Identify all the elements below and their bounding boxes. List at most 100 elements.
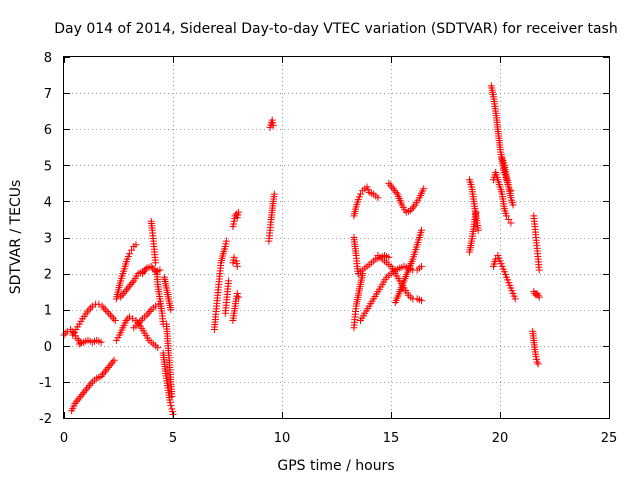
data-series-seg2	[69, 300, 119, 339]
data-point	[120, 289, 128, 297]
data-point	[147, 262, 155, 270]
y-axis-label: SDTVAR / TECUs	[8, 180, 24, 295]
data-point	[534, 360, 542, 368]
data-point	[388, 183, 396, 191]
data-point	[410, 203, 418, 211]
data-point	[124, 284, 132, 292]
data-point	[87, 304, 95, 312]
data-point	[167, 306, 175, 314]
data-point	[101, 367, 109, 375]
data-point	[408, 205, 416, 213]
data-series-seg37	[530, 212, 543, 274]
data-series-seg25	[350, 270, 367, 332]
data-point	[71, 400, 79, 408]
data-point	[146, 308, 154, 316]
y-tick-label: 6	[44, 123, 52, 138]
data-point	[106, 311, 114, 319]
data-point	[83, 385, 91, 393]
data-series-seg19	[229, 253, 241, 270]
data-point	[533, 358, 541, 366]
data-point	[88, 302, 96, 310]
data-point	[230, 253, 238, 261]
data-point	[101, 306, 109, 314]
data-point	[100, 304, 108, 312]
data-point	[133, 318, 141, 326]
data-point	[507, 219, 515, 227]
data-point	[234, 293, 242, 301]
data-point	[78, 391, 86, 399]
data-point	[511, 295, 519, 303]
data-point	[144, 309, 152, 317]
data-series-seg36	[489, 252, 519, 303]
data-point	[95, 300, 103, 308]
x-tick-label: 15	[383, 431, 400, 446]
data-point	[233, 262, 241, 270]
data-point	[87, 380, 95, 388]
data-point	[111, 317, 119, 325]
data-series-seg18	[229, 208, 242, 231]
y-tick-label: 5	[44, 159, 52, 174]
data-point	[85, 382, 93, 390]
data-point	[117, 293, 125, 301]
data-point	[122, 286, 130, 294]
data-point	[72, 398, 80, 406]
data-point	[85, 306, 93, 314]
data-point	[225, 277, 233, 285]
data-series-seg4	[68, 356, 118, 415]
data-point	[391, 187, 399, 195]
data-point	[132, 317, 140, 325]
data-point	[533, 289, 541, 297]
data-point	[356, 190, 364, 198]
data-series-seg24	[350, 234, 362, 278]
grid-layer	[64, 57, 609, 418]
data-series-seg3	[75, 336, 105, 348]
data-point	[505, 215, 513, 223]
data-series-seg38	[530, 288, 543, 301]
data-point	[105, 309, 113, 317]
y-tick-label: 3	[44, 232, 52, 247]
data-point	[74, 396, 82, 404]
data-point	[389, 185, 397, 193]
data-point	[386, 181, 394, 189]
data-point	[149, 264, 157, 272]
data-point	[80, 389, 88, 397]
data-point	[509, 201, 517, 209]
data-point	[125, 282, 133, 290]
y-tick-label: -2	[39, 412, 52, 427]
data-point	[156, 266, 164, 274]
data-series-seg11	[147, 217, 160, 267]
data-series-seg17	[221, 277, 233, 317]
data-point	[385, 253, 393, 261]
data-series-seg10	[132, 317, 162, 352]
data-point	[103, 308, 111, 316]
data-series-seg30	[391, 226, 426, 306]
tick-layer: 0 5 10 15 20 25 -2 -1 0 1 2 3 4 5 6 7 8	[39, 51, 617, 446]
data-series-seg33	[487, 82, 515, 195]
data-series-seg6	[112, 241, 140, 303]
data-series-seg15	[159, 349, 177, 418]
data-series-seg22	[266, 116, 277, 131]
data-point	[108, 313, 116, 321]
data-series-seg35	[498, 154, 517, 209]
x-tick-label: 5	[169, 431, 177, 446]
data-point	[534, 291, 542, 299]
data-point	[154, 344, 162, 352]
data-point	[125, 250, 133, 258]
data-point	[75, 394, 83, 402]
data-point	[99, 371, 107, 379]
x-tick-label: 20	[492, 431, 509, 446]
data-point	[492, 255, 500, 263]
data-point	[385, 179, 393, 187]
data-series-seg34	[489, 169, 515, 227]
data-point	[97, 338, 105, 346]
data-point	[103, 365, 111, 373]
data-point	[100, 369, 108, 377]
data-point	[530, 288, 538, 296]
data-series-seg5	[112, 313, 140, 344]
data-point	[143, 311, 151, 319]
data-point	[407, 206, 415, 214]
data-point	[127, 280, 135, 288]
data-point	[420, 185, 428, 193]
data-series-seg16	[210, 237, 230, 334]
data-point	[392, 188, 400, 196]
